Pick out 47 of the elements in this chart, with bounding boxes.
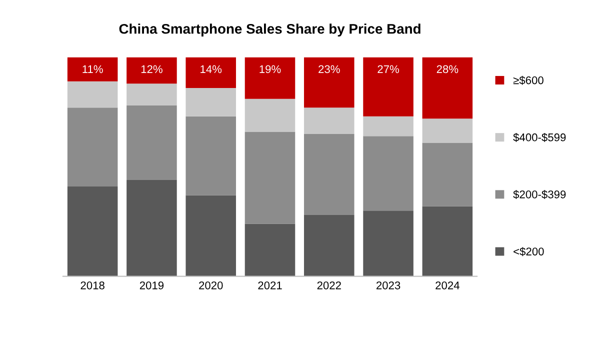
bar [244, 98, 296, 132]
bar [422, 142, 473, 206]
bar [244, 224, 296, 276]
bar [126, 105, 177, 180]
bar [126, 180, 177, 276]
chart-title: China Smartphone Sales Share by Price Band [119, 24, 420, 37]
bar [67, 108, 118, 187]
bar [186, 88, 236, 116]
x-tick-label: 2020 [199, 281, 223, 290]
bar [186, 57, 236, 88]
x-tick-label: 2022 [317, 281, 341, 290]
bar [67, 81, 118, 108]
legend-label: <$200 [514, 247, 544, 256]
bar [304, 108, 354, 134]
bar [363, 116, 414, 136]
x-tick-label: 2023 [376, 281, 400, 290]
data-label: 19% [260, 65, 281, 74]
bar [186, 195, 236, 276]
bar [244, 57, 296, 99]
bar [67, 186, 118, 276]
data-label: 12% [141, 65, 162, 74]
data-label: 14% [200, 65, 222, 74]
bar [363, 136, 414, 211]
bar [186, 116, 236, 196]
bar [304, 215, 354, 276]
legend-label: $200-$399 [513, 190, 566, 200]
bar [126, 84, 177, 106]
bar [422, 118, 473, 143]
x-tick-label: 2024 [436, 281, 460, 290]
bar [422, 57, 473, 119]
data-label: 23% [318, 65, 340, 74]
data-label: 27% [378, 65, 400, 74]
bar [304, 134, 354, 216]
x-tick-label: 2021 [258, 281, 282, 290]
data-label: 11% [82, 65, 103, 74]
bar [422, 206, 473, 276]
legend-label: ≥$600 [513, 76, 544, 85]
bar [126, 57, 177, 84]
bar [304, 57, 354, 108]
bar [363, 210, 414, 276]
x-tick-label: 2018 [80, 281, 104, 290]
x-tick-label: 2019 [140, 281, 164, 290]
bar [67, 57, 118, 82]
bar [363, 57, 414, 116]
data-label: 28% [436, 65, 458, 74]
bar [244, 132, 296, 224]
legend-label: $400-$599 [513, 132, 566, 142]
